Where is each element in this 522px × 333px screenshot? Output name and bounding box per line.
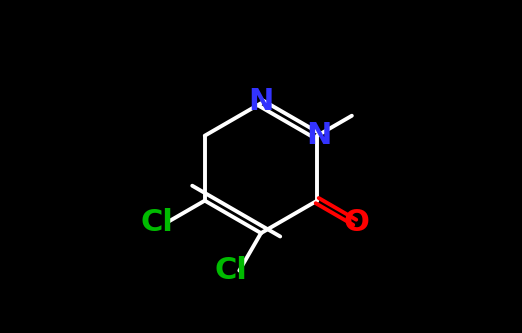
Text: N: N xyxy=(248,87,274,116)
Text: Cl: Cl xyxy=(215,256,247,285)
Text: O: O xyxy=(343,208,370,237)
Text: Cl: Cl xyxy=(141,208,174,237)
Text: N: N xyxy=(306,121,331,150)
